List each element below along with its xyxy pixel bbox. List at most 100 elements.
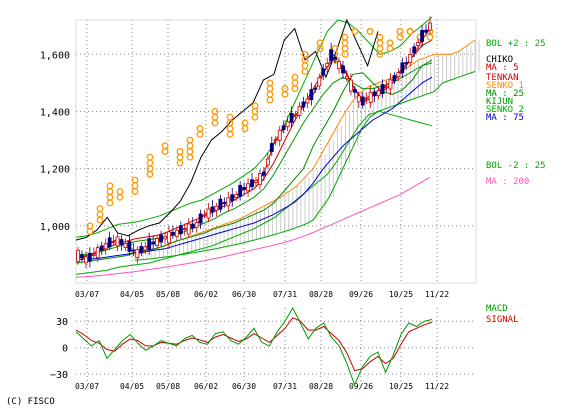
pnf-circle bbox=[96, 205, 104, 213]
candle-body bbox=[178, 225, 183, 235]
candle-body bbox=[376, 90, 381, 97]
pnf-circle bbox=[301, 50, 309, 58]
legend-label: CHIKO bbox=[486, 55, 513, 65]
macd-x-tick-label: 05/08 bbox=[156, 382, 180, 391]
candle-body bbox=[317, 77, 322, 87]
candle-body bbox=[277, 129, 282, 141]
candle-body bbox=[167, 231, 171, 244]
candle-body bbox=[321, 68, 326, 76]
candle-body bbox=[333, 56, 337, 60]
x-tick-label: 06/02 bbox=[194, 290, 218, 299]
candle-body bbox=[139, 246, 144, 253]
candle-body bbox=[131, 249, 136, 252]
candle-body bbox=[182, 228, 187, 231]
candle-body bbox=[254, 180, 258, 183]
candle-body bbox=[230, 194, 235, 202]
candle-body bbox=[368, 92, 373, 103]
bollinger-lower-line bbox=[75, 110, 433, 275]
macd-x-tick-label: 11/22 bbox=[425, 382, 449, 391]
candle-body bbox=[428, 22, 432, 31]
macd-line bbox=[75, 306, 433, 387]
legend-label: TENKAN bbox=[486, 73, 519, 83]
candle-body bbox=[210, 206, 215, 213]
tenkan-line bbox=[75, 39, 433, 258]
candle-body bbox=[214, 205, 219, 211]
candle-body bbox=[174, 229, 179, 237]
candle-body bbox=[269, 143, 274, 152]
macd-x-tick-label: 07/31 bbox=[273, 382, 297, 391]
x-tick-label: 11/22 bbox=[425, 290, 449, 299]
candle-body bbox=[99, 245, 104, 251]
candle-body bbox=[309, 89, 314, 101]
macd-x-tick-label: 04/05 bbox=[120, 382, 144, 391]
candle-body bbox=[396, 72, 401, 78]
candle-body bbox=[329, 49, 334, 62]
candle-body bbox=[360, 96, 365, 106]
pnf-circle bbox=[226, 130, 234, 138]
y-tick-label: 1,600 bbox=[40, 50, 70, 61]
pnf-circle bbox=[251, 102, 259, 110]
candle-body bbox=[143, 246, 148, 251]
candle-body bbox=[305, 98, 310, 104]
candle-body bbox=[206, 208, 211, 219]
candle-body bbox=[91, 254, 96, 256]
pnf-circle bbox=[196, 125, 204, 133]
x-tick-label: 09/26 bbox=[349, 290, 373, 299]
candle-body bbox=[281, 125, 286, 131]
pnf-circle bbox=[341, 33, 349, 41]
candle-body bbox=[258, 173, 262, 186]
candle-body bbox=[155, 238, 160, 246]
candle-body bbox=[261, 171, 266, 176]
candle-body bbox=[151, 241, 156, 245]
macd-panel: 30 0 −30 03/07 04/05 05/08 06/02 06/30 07/31 08/2… bbox=[50, 304, 519, 391]
candle-body bbox=[384, 86, 389, 89]
candle-body bbox=[80, 254, 84, 259]
legend-label: SENKO 1 bbox=[486, 81, 524, 91]
x-tick-label: 08/28 bbox=[309, 290, 333, 299]
candle-body bbox=[412, 46, 417, 54]
legend-label: BOL +2 : 25 bbox=[486, 39, 546, 49]
macd-y-tick-label: 0 bbox=[62, 344, 68, 355]
candle-body bbox=[372, 91, 377, 97]
macd-x-tick-label: 03/07 bbox=[75, 382, 99, 391]
candle-body bbox=[103, 243, 108, 250]
pnf-circle bbox=[161, 142, 169, 150]
candle-body bbox=[325, 63, 330, 67]
candle-body bbox=[273, 138, 278, 141]
candle-body bbox=[163, 236, 167, 240]
pnf-circle bbox=[176, 159, 184, 167]
candle-body bbox=[186, 223, 191, 235]
signal-legend-label: SIGNAL bbox=[486, 315, 519, 325]
candle-body bbox=[246, 183, 250, 192]
candle-body bbox=[388, 79, 393, 90]
candle-body bbox=[107, 237, 112, 248]
candle-body bbox=[364, 98, 369, 101]
macd-y-tick-label: −30 bbox=[50, 370, 68, 381]
x-tick-label: 05/08 bbox=[156, 290, 180, 299]
legend-label: SENKO 2 bbox=[486, 105, 524, 115]
senko-2-line bbox=[134, 71, 476, 261]
pnf-circle bbox=[146, 153, 154, 161]
candle-body bbox=[408, 54, 413, 63]
macd-y-tick-label: 30 bbox=[56, 317, 68, 328]
candle-body bbox=[194, 221, 199, 228]
pnf-circle bbox=[396, 27, 404, 35]
y-tick-label: 1,400 bbox=[40, 107, 70, 118]
candle-body bbox=[147, 238, 152, 251]
candle-body bbox=[250, 179, 254, 188]
candle-body bbox=[416, 42, 421, 46]
pnf-circle bbox=[131, 176, 139, 184]
pnf-circle bbox=[291, 73, 299, 81]
x-tick-label: 03/07 bbox=[75, 290, 99, 299]
candle-body bbox=[420, 29, 424, 42]
macd-legend-label: MACD bbox=[486, 304, 508, 314]
candle-body bbox=[119, 239, 124, 245]
candle-body bbox=[301, 101, 306, 108]
x-tick-label: 07/31 bbox=[273, 290, 297, 299]
senko-1-line bbox=[134, 39, 476, 255]
plot-frame bbox=[75, 19, 477, 284]
pnf-circle bbox=[386, 39, 394, 47]
legend-label: BOL -2 : 25 bbox=[486, 161, 546, 171]
pnf-circle bbox=[116, 193, 124, 201]
